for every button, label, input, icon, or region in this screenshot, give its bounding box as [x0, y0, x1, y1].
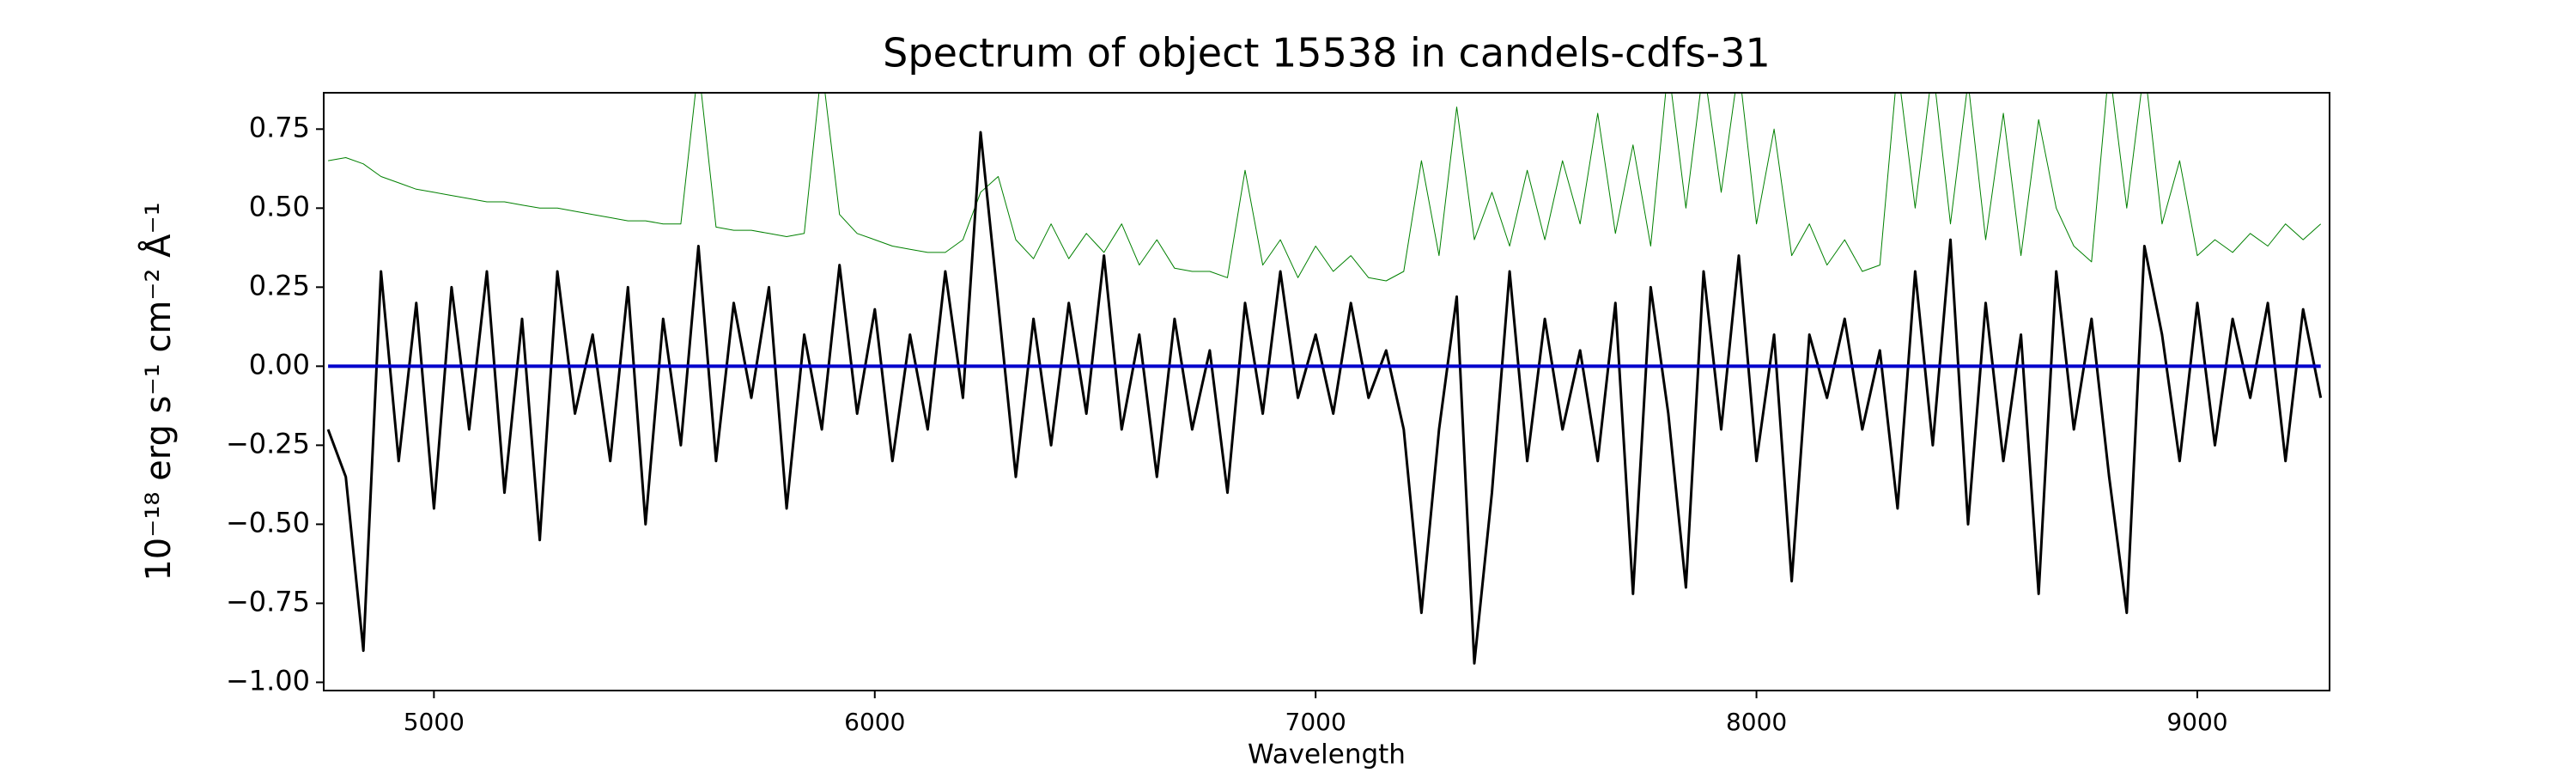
y-tick-label: 0.00	[249, 348, 310, 380]
x-tick-label: 9000	[2166, 708, 2227, 736]
x-tick-label: 7000	[1285, 708, 1346, 736]
y-tick-label: 0.75	[249, 111, 310, 143]
axes-frame	[323, 92, 2330, 691]
y-tick-label: −0.75	[226, 585, 310, 618]
x-tick-label: 8000	[1726, 708, 1787, 736]
y-tick-label: 0.25	[249, 269, 310, 301]
series-line	[328, 93, 2322, 282]
plot-area	[326, 93, 2323, 665]
x-axis-label: Wavelength	[1248, 740, 1406, 770]
series-line	[326, 131, 2323, 665]
chart-title: Spectrum of object 15538 in candels-cdfs…	[883, 30, 1771, 76]
y-tick-label: −1.00	[226, 664, 310, 697]
y-tick-label: 0.50	[249, 190, 310, 222]
y-tick-label: −0.25	[226, 427, 310, 460]
x-tick-label: 5000	[404, 708, 465, 736]
y-axis-label: 10⁻¹⁸ erg s⁻¹ cm⁻² Å⁻¹	[137, 202, 179, 581]
x-tick-label: 6000	[844, 708, 905, 736]
y-tick-label: −0.50	[226, 506, 310, 539]
